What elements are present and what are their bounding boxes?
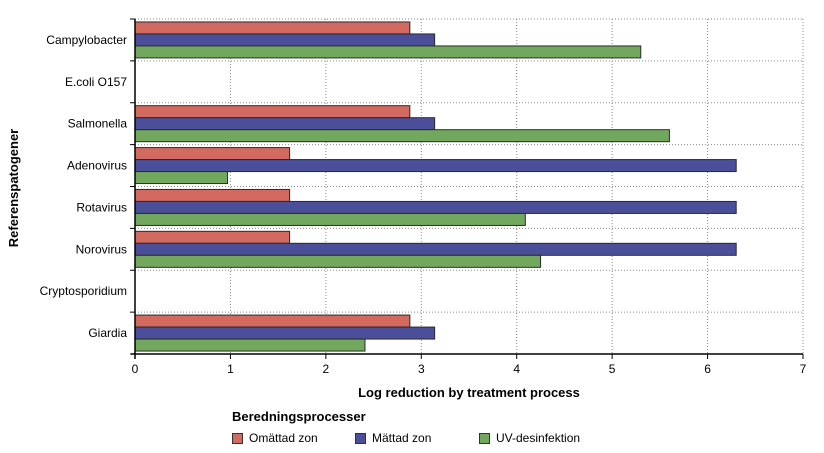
legend-swatch: [479, 432, 490, 444]
legend-swatch: [355, 432, 366, 444]
x-tick-label: 7: [800, 362, 807, 376]
x-tick-label: 1: [227, 362, 234, 376]
bar-norovirus-series-2: [134, 242, 737, 256]
y-axis-label: Referenspatogener: [6, 129, 21, 247]
legend-label: Omättad zon: [249, 431, 318, 445]
legend-swatch: [232, 432, 243, 444]
x-tick-label: 2: [323, 362, 330, 376]
legend-item-uv-desinfektion: UV-desinfektion: [479, 430, 580, 446]
bar-campylobacter-series-3: [134, 45, 642, 59]
axes: 0 1 2 3 4 5 6 7 Campylobacter E.coli O157 Salmonel…: [40, 18, 807, 376]
x-axis-label: Log reduction by treatment process: [358, 385, 580, 400]
bar-norovirus-series-1: [134, 230, 291, 244]
bar-adenovirus-series-2: [134, 159, 737, 173]
x-tick-label: 5: [609, 362, 616, 376]
bar-giardia-series-2: [134, 326, 436, 340]
bar-salmonella-series-2: [134, 117, 436, 131]
legend-title: Beredningsprocesser: [232, 409, 366, 424]
legend-label: UV-desinfektion: [496, 431, 581, 445]
bar-adenovirus-series-3: [134, 171, 229, 185]
grid-lines: [135, 18, 804, 355]
bar-rotavirus-series-3: [134, 212, 526, 226]
y-category-label: Campylobacter: [46, 33, 127, 47]
bars: [134, 21, 737, 352]
bar-rotavirus-series-1: [134, 188, 291, 202]
legend-item-mattad-zon: Mättad zon: [355, 430, 431, 446]
bar-campylobacter-series-2: [134, 33, 436, 47]
bar-adenovirus-series-1: [134, 147, 291, 161]
bar-giardia-series-1: [134, 314, 411, 328]
y-category-label: E.coli O157: [65, 75, 127, 89]
bar-campylobacter-series-1: [134, 21, 411, 35]
x-tick-label: 0: [132, 362, 139, 376]
bar-rotavirus-series-2: [134, 200, 737, 214]
y-category-label: Norovirus: [76, 242, 127, 256]
x-tick-label: 4: [513, 362, 520, 376]
legend: Beredningsprocesser Omättad zon Mättad z…: [232, 409, 652, 449]
bar-norovirus-series-3: [134, 254, 542, 268]
x-tick-label: 6: [704, 362, 711, 376]
y-category-label: Cryptosporidium: [40, 284, 127, 298]
legend-item-omattad-zon: Omättad zon: [232, 430, 318, 446]
y-category-label: Adenovirus: [67, 159, 127, 173]
x-tick-label: 3: [418, 362, 425, 376]
y-category-label: Rotavirus: [76, 200, 127, 214]
bar-salmonella-series-1: [134, 105, 411, 119]
y-category-label: Giardia: [88, 326, 127, 340]
bar-giardia-series-3: [134, 338, 366, 352]
y-category-label: Salmonella: [68, 117, 128, 131]
legend-label: Mättad zon: [372, 431, 432, 445]
bar-salmonella-series-3: [134, 129, 670, 143]
